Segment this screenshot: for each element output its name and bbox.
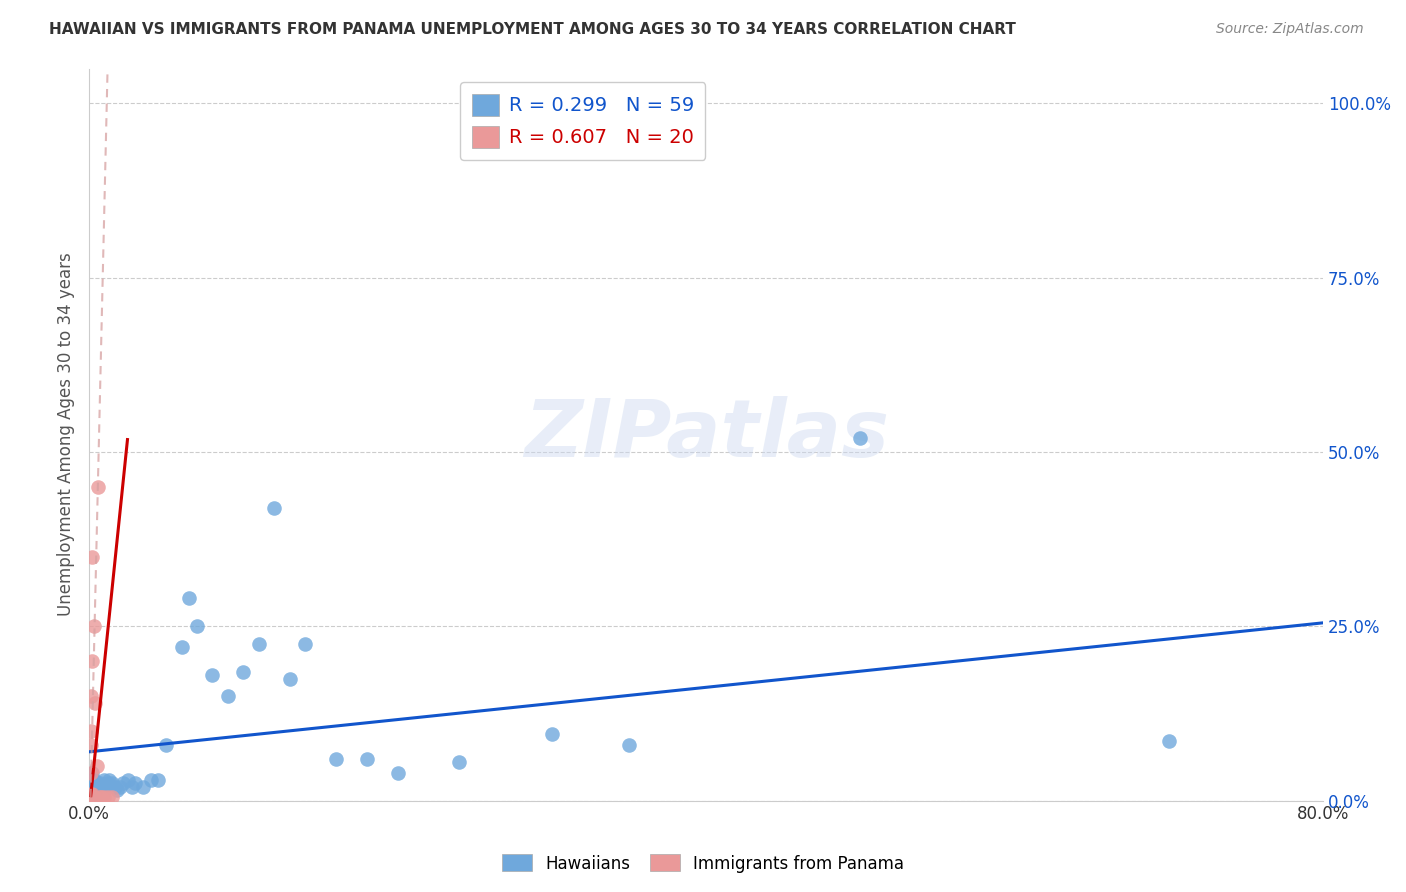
Point xyxy=(84,696,107,710)
Point xyxy=(79,738,101,752)
Point xyxy=(84,776,107,790)
Point xyxy=(121,780,143,794)
Point xyxy=(105,783,128,797)
Point xyxy=(79,780,101,794)
Point xyxy=(84,783,107,797)
Point xyxy=(79,765,101,780)
Point xyxy=(86,783,108,797)
Point xyxy=(117,772,139,787)
Point xyxy=(83,790,105,805)
Point xyxy=(104,780,127,794)
Point xyxy=(179,591,201,606)
Point xyxy=(82,780,104,794)
Point xyxy=(91,787,114,801)
Point xyxy=(263,500,285,515)
Point xyxy=(79,787,101,801)
Point xyxy=(79,790,101,805)
Point xyxy=(82,765,104,780)
Y-axis label: Unemployment Among Ages 30 to 34 years: Unemployment Among Ages 30 to 34 years xyxy=(58,252,75,616)
Point xyxy=(89,790,111,805)
Point xyxy=(83,780,105,794)
Point xyxy=(540,727,562,741)
Point xyxy=(83,619,105,633)
Point xyxy=(79,787,101,801)
Point xyxy=(449,756,471,770)
Point xyxy=(111,776,134,790)
Text: ZIPatlas: ZIPatlas xyxy=(523,395,889,474)
Point xyxy=(82,787,104,801)
Point xyxy=(101,776,124,790)
Point xyxy=(79,723,101,738)
Point xyxy=(617,738,640,752)
Point xyxy=(93,790,115,805)
Point xyxy=(82,787,104,801)
Point xyxy=(155,738,177,752)
Point xyxy=(79,790,101,805)
Point xyxy=(79,783,101,797)
Point xyxy=(82,549,104,564)
Point xyxy=(82,772,104,787)
Point xyxy=(82,790,104,805)
Point xyxy=(90,790,112,805)
Legend: R = 0.299   N = 59, R = 0.607   N = 20: R = 0.299 N = 59, R = 0.607 N = 20 xyxy=(460,82,706,160)
Legend: Hawaiians, Immigrants from Panama: Hawaiians, Immigrants from Panama xyxy=(495,847,911,880)
Point xyxy=(97,790,120,805)
Point xyxy=(108,780,131,794)
Point xyxy=(132,780,155,794)
Point xyxy=(87,480,110,494)
Point xyxy=(89,776,111,790)
Text: Source: ZipAtlas.com: Source: ZipAtlas.com xyxy=(1216,22,1364,37)
Point xyxy=(83,787,105,801)
Point xyxy=(87,780,110,794)
Point xyxy=(83,790,105,805)
Point xyxy=(1157,734,1180,748)
Point xyxy=(94,780,117,794)
Point xyxy=(86,790,108,805)
Point xyxy=(93,772,115,787)
Point xyxy=(201,668,224,682)
Point xyxy=(101,790,124,805)
Point xyxy=(356,752,378,766)
Point xyxy=(294,637,316,651)
Point xyxy=(86,758,108,772)
Point xyxy=(217,689,239,703)
Point xyxy=(86,776,108,790)
Point xyxy=(139,772,162,787)
Point xyxy=(90,790,112,805)
Point xyxy=(84,787,107,801)
Point xyxy=(90,783,112,797)
Point xyxy=(148,772,170,787)
Point xyxy=(849,431,872,445)
Point xyxy=(83,772,105,787)
Text: HAWAIIAN VS IMMIGRANTS FROM PANAMA UNEMPLOYMENT AMONG AGES 30 TO 34 YEARS CORREL: HAWAIIAN VS IMMIGRANTS FROM PANAMA UNEMP… xyxy=(49,22,1017,37)
Point xyxy=(232,665,254,679)
Point xyxy=(170,640,193,655)
Point xyxy=(82,654,104,668)
Point xyxy=(186,619,208,633)
Point xyxy=(124,776,146,790)
Point xyxy=(79,689,101,703)
Point xyxy=(87,787,110,801)
Point xyxy=(82,790,104,805)
Point xyxy=(247,637,270,651)
Point xyxy=(387,765,409,780)
Point xyxy=(325,752,347,766)
Point xyxy=(98,772,121,787)
Point xyxy=(278,672,301,686)
Point xyxy=(97,776,120,790)
